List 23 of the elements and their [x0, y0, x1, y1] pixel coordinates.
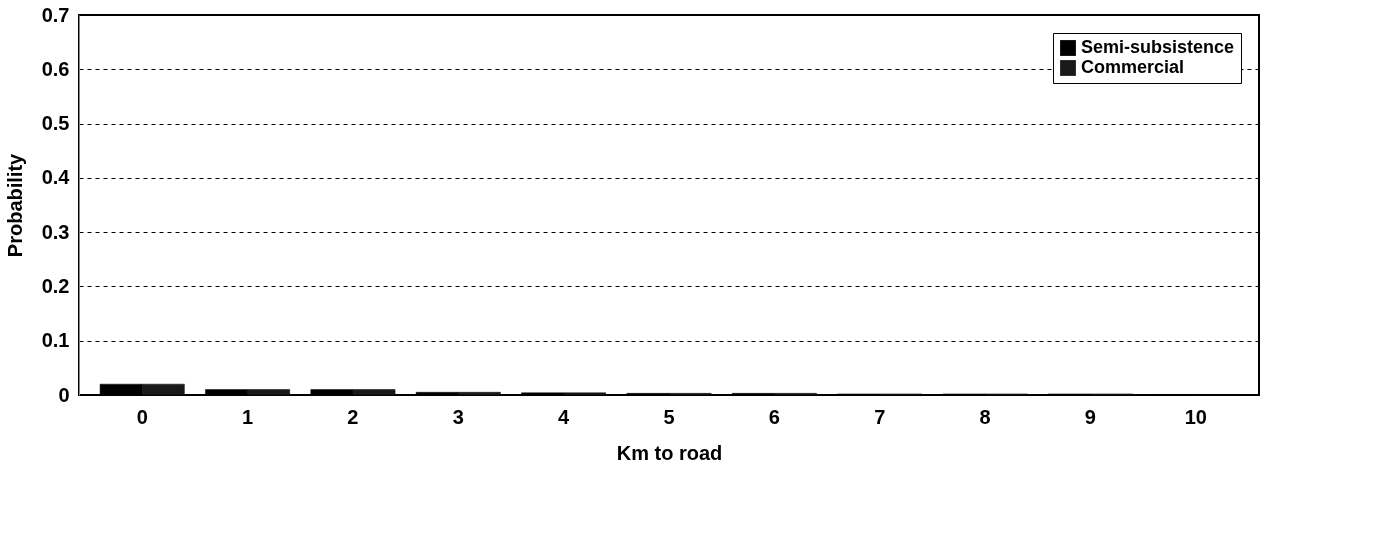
x-axis-title: Km to road — [616, 441, 723, 464]
y-tick-label: 0 — [58, 383, 70, 406]
x-tick-label: 1 — [242, 405, 254, 428]
legend-label: Commercial — [1081, 57, 1185, 77]
x-tick-label: 3 — [452, 405, 464, 428]
y-tick-label: 0.6 — [41, 57, 70, 80]
y-tick-label: 0.2 — [41, 274, 70, 297]
y-tick-label: 0.4 — [41, 166, 71, 189]
x-tick-label: 0 — [136, 405, 148, 428]
legend-label: Semi-subsistence — [1081, 37, 1235, 57]
y-tick-label: 0.1 — [41, 329, 70, 352]
x-tick-label: 4 — [558, 405, 571, 428]
x-tick-label: 5 — [663, 405, 675, 428]
y-axis-title: Probability — [3, 152, 26, 258]
x-tick-label: 10 — [1184, 405, 1207, 428]
x-tick-label: 8 — [979, 405, 991, 428]
y-tick-label: 0.5 — [41, 112, 70, 135]
x-tick-label: 7 — [874, 405, 886, 428]
x-tick-label: 6 — [768, 405, 780, 428]
x-tick-label: 9 — [1084, 405, 1096, 428]
y-tick-label: 0.7 — [41, 3, 70, 26]
y-tick-label: 0.3 — [41, 220, 70, 243]
x-tick-label: 2 — [347, 405, 359, 428]
